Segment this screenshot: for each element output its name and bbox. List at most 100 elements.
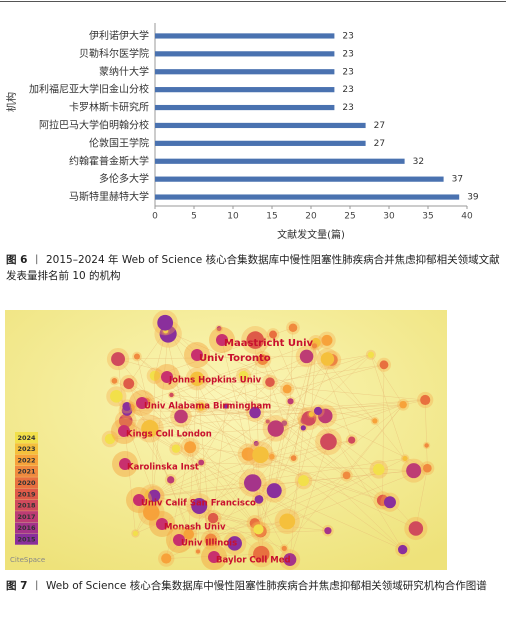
edge [258, 359, 332, 530]
node [198, 459, 205, 466]
node [238, 370, 249, 381]
edge [171, 394, 276, 429]
edge [175, 406, 202, 449]
legend-swatch [15, 432, 38, 443]
bar [155, 87, 335, 93]
value-label: 27 [374, 121, 385, 131]
node [253, 524, 264, 535]
figure-caption: 图 7 丨 Web of Science 核心合集数据库中慢性阻塞性肺疾病合并焦虑抑… [6, 578, 500, 594]
x-tick-label: 20 [305, 212, 317, 222]
node [227, 536, 242, 551]
node [254, 494, 264, 504]
edge [261, 456, 273, 555]
bar [155, 176, 444, 182]
y-tick-label: 阿拉巴马大学伯明翰分校 [39, 118, 149, 131]
node [269, 453, 275, 460]
node [223, 403, 229, 409]
x-tick-label: 30 [383, 212, 395, 222]
node [420, 394, 431, 406]
edge [188, 378, 198, 535]
node [204, 533, 217, 547]
edge [180, 416, 256, 524]
node [253, 545, 270, 563]
edge [151, 458, 406, 498]
node-label: Johns Hopkins Univ [168, 376, 262, 386]
node [111, 352, 126, 367]
y-tick-label: 卡罗林斯卡研究所 [69, 101, 149, 114]
x-tick-label: 15 [266, 212, 277, 222]
node [311, 343, 318, 349]
node [132, 530, 139, 537]
node [184, 441, 197, 454]
node [265, 419, 270, 424]
node [118, 414, 133, 428]
watermark: CiteSpace [10, 556, 45, 564]
edge [293, 345, 315, 459]
edge [271, 439, 352, 457]
caption-label: 图 6 [6, 254, 28, 266]
edge [210, 469, 379, 541]
legend-swatch [15, 511, 38, 523]
node [167, 476, 175, 484]
node [122, 402, 132, 411]
y-tick-label: 加利福尼亚大学旧金山分校 [29, 83, 149, 96]
edge [188, 454, 261, 535]
edge [117, 359, 136, 534]
edge [149, 399, 426, 429]
y-tick-label: 伦敦国王学院 [89, 136, 149, 149]
edge [271, 456, 403, 550]
x-tick-label: 25 [344, 212, 355, 222]
legend-swatch [15, 499, 38, 511]
bar-chart: 机构 文献发文量(篇) 0 5 10 15 20 25 30 35 40 伊利诺伊大学 23 贝勒科尔… [0, 1, 506, 241]
node-label: Univ Toronto [199, 353, 271, 364]
nodes: Maastricht Univ Univ Toronto Johns Hopkins… [101, 310, 435, 570]
node [110, 390, 123, 403]
edge [234, 467, 428, 544]
edge [147, 359, 263, 401]
node [243, 474, 262, 492]
edge [370, 354, 404, 405]
edge [117, 358, 326, 417]
node [207, 512, 219, 524]
node [283, 553, 297, 567]
bar [155, 122, 366, 129]
edge [199, 505, 259, 530]
edge [308, 418, 379, 470]
edge [171, 394, 319, 412]
node [257, 354, 269, 365]
node [161, 553, 172, 564]
node [104, 433, 116, 445]
legend-swatch [15, 465, 38, 477]
node [367, 351, 375, 358]
node [136, 397, 148, 409]
node [313, 406, 323, 416]
edge [311, 342, 317, 415]
node [174, 409, 188, 424]
node [324, 527, 332, 535]
edge [289, 441, 329, 560]
edge [273, 401, 291, 491]
edge [175, 448, 291, 560]
edge [165, 447, 191, 559]
node [148, 489, 161, 502]
x-tick-label: 5 [191, 212, 197, 222]
value-label: 27 [374, 139, 385, 149]
edge [128, 383, 272, 457]
legend-label: 2016 [17, 524, 36, 532]
node [424, 443, 429, 448]
caption-label: 图 7 [6, 580, 28, 592]
edge [346, 404, 404, 476]
node [282, 384, 292, 394]
edge [314, 345, 414, 471]
edge [180, 416, 212, 540]
edge [164, 322, 403, 550]
edge [290, 354, 372, 402]
edge [154, 404, 404, 496]
edge [213, 517, 328, 531]
edge [136, 356, 148, 401]
node [133, 494, 145, 506]
node-label: Maastricht Univ [224, 338, 314, 349]
edge [188, 521, 288, 535]
node [298, 475, 309, 487]
node [191, 497, 208, 515]
